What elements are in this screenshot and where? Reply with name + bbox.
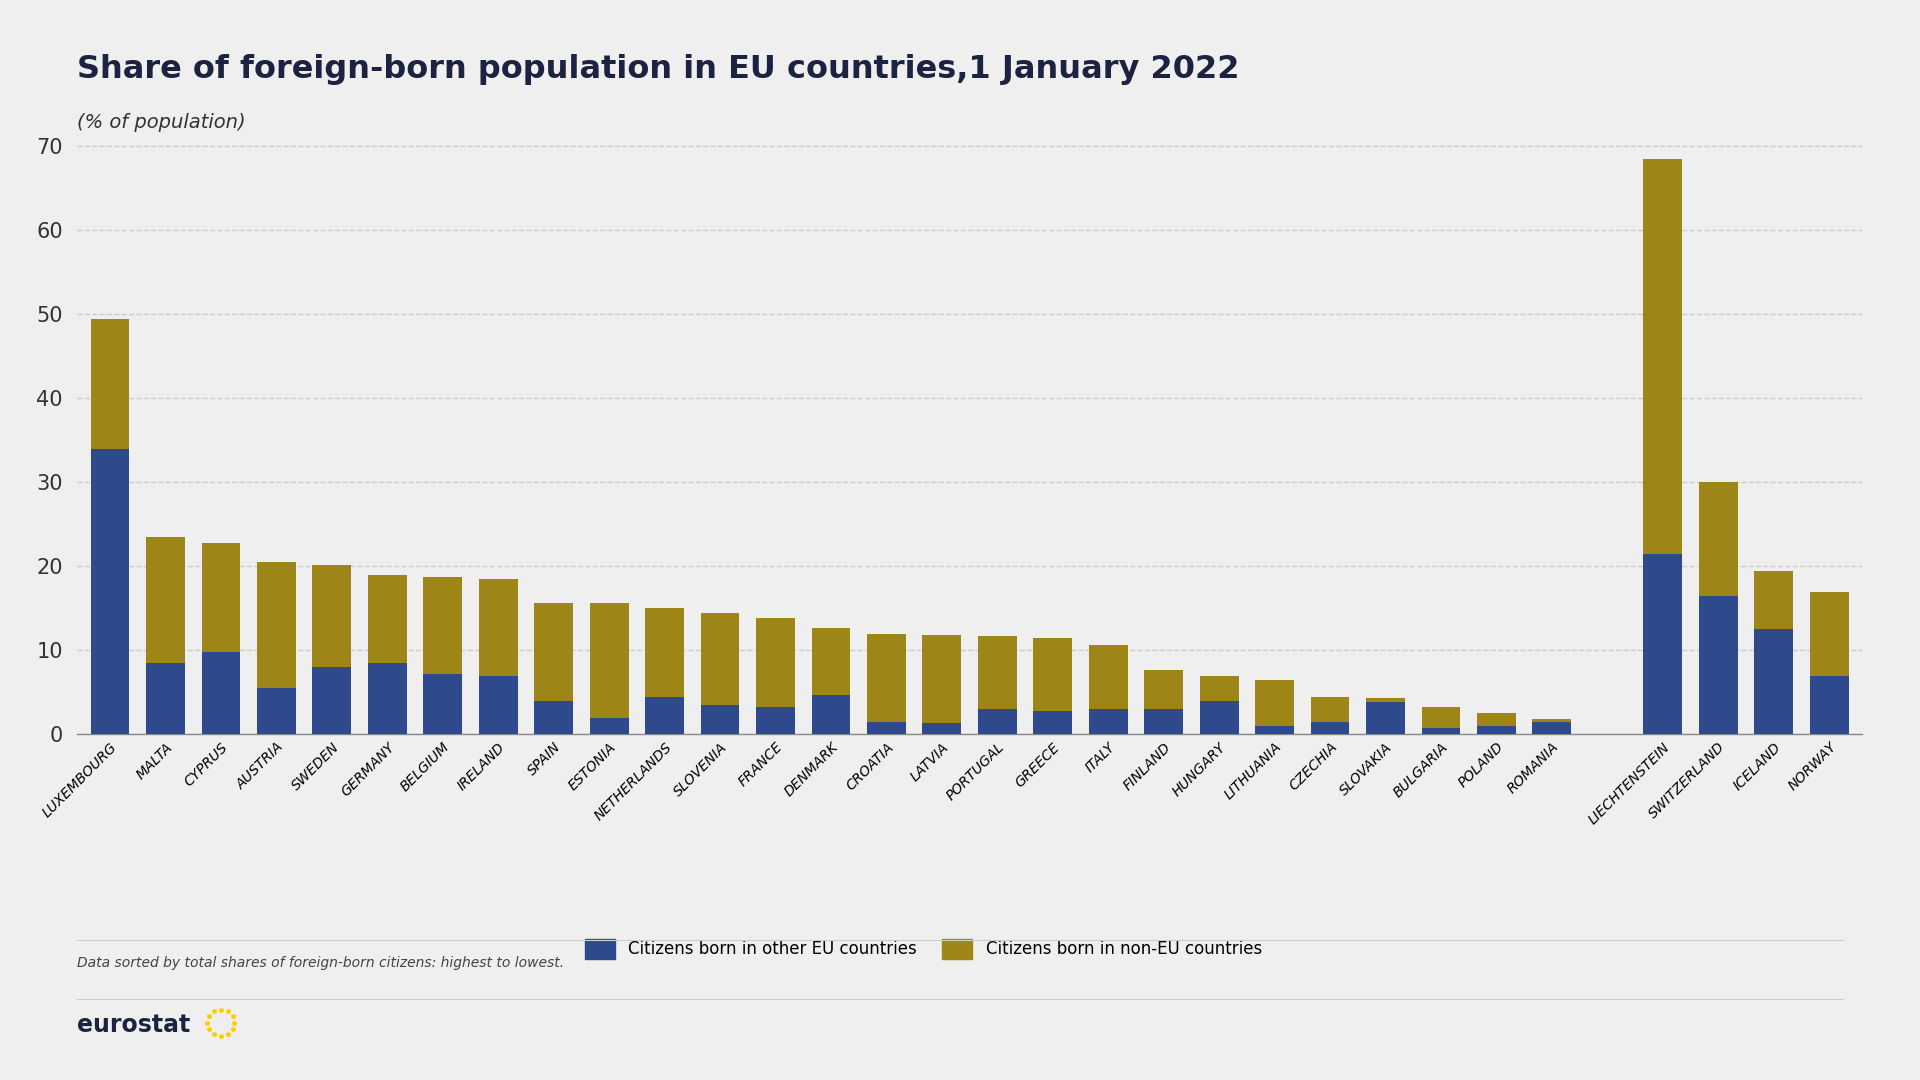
Bar [756, 706, 795, 734]
Bar [756, 619, 795, 706]
Bar [922, 635, 962, 724]
Text: Share of foreign-born population in EU countries,1 January 2022: Share of foreign-born population in EU c… [77, 54, 1238, 85]
Bar [922, 724, 962, 734]
Bar [1476, 726, 1515, 734]
Text: Data sorted by total shares of foreign-born citizens: highest to lowest.: Data sorted by total shares of foreign-b… [77, 956, 564, 970]
Bar [1144, 670, 1183, 710]
Bar [478, 676, 518, 734]
Bar [1144, 710, 1183, 734]
Text: eurostat: eurostat [77, 1013, 190, 1037]
Bar [1811, 592, 1849, 676]
Bar [868, 721, 906, 734]
Bar [1367, 699, 1405, 702]
Bar [369, 575, 407, 663]
Bar [146, 663, 184, 734]
Bar [1200, 676, 1238, 701]
Legend: Citizens born in other EU countries, Citizens born in non-EU countries: Citizens born in other EU countries, Cit… [586, 939, 1261, 959]
Bar [701, 705, 739, 734]
Bar [812, 627, 851, 694]
Bar [1033, 711, 1071, 734]
Bar [1256, 679, 1294, 726]
Bar [313, 667, 351, 734]
Bar [534, 701, 572, 734]
Bar [202, 652, 240, 734]
Bar [1476, 714, 1515, 726]
Bar [1421, 728, 1461, 734]
Bar [1367, 702, 1405, 734]
Bar [1699, 483, 1738, 596]
Bar [868, 634, 906, 721]
Bar [424, 578, 463, 674]
Bar [534, 603, 572, 701]
Bar [1089, 645, 1127, 710]
Bar [1421, 706, 1461, 728]
Bar [478, 579, 518, 676]
Bar [1755, 630, 1793, 734]
Bar [90, 449, 129, 734]
Bar [257, 563, 296, 688]
Bar [1089, 710, 1127, 734]
Bar [1644, 554, 1682, 734]
Bar [1311, 697, 1350, 721]
Bar [369, 663, 407, 734]
Bar [1311, 721, 1350, 734]
Bar [1033, 638, 1071, 711]
Text: (% of population): (% of population) [77, 113, 246, 133]
Bar [146, 537, 184, 663]
Bar [645, 697, 684, 734]
Bar [701, 612, 739, 705]
Bar [645, 608, 684, 697]
Bar [1644, 159, 1682, 554]
Bar [812, 694, 851, 734]
Bar [90, 319, 129, 449]
Bar [257, 688, 296, 734]
Bar [1200, 701, 1238, 734]
Bar [1532, 719, 1571, 721]
Bar [589, 603, 628, 717]
Bar [313, 565, 351, 667]
Bar [1811, 676, 1849, 734]
Bar [589, 717, 628, 734]
Bar [424, 674, 463, 734]
Bar [1699, 596, 1738, 734]
Bar [977, 710, 1018, 734]
Bar [1532, 721, 1571, 734]
Bar [202, 543, 240, 652]
Bar [1755, 570, 1793, 630]
Bar [977, 636, 1018, 710]
Bar [1256, 726, 1294, 734]
